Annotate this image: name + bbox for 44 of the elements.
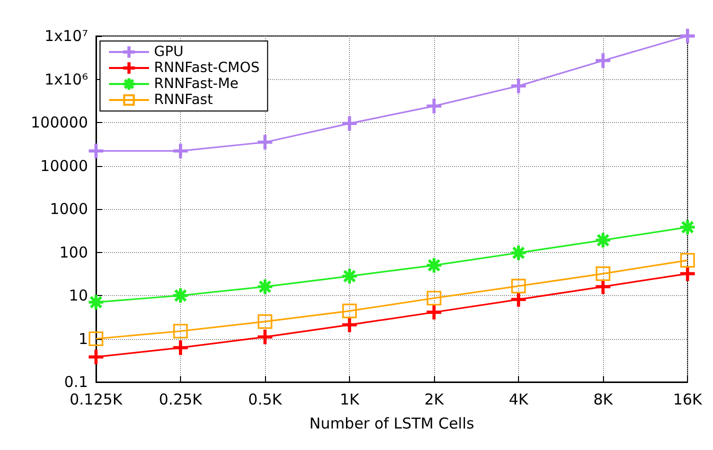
point bbox=[173, 340, 188, 356]
point bbox=[88, 144, 104, 158]
point bbox=[342, 318, 357, 332]
x-tick-label: 4K bbox=[508, 390, 530, 408]
y-tick-label: 10 bbox=[68, 286, 88, 304]
point bbox=[88, 331, 104, 346]
point bbox=[426, 98, 442, 114]
point bbox=[426, 290, 442, 306]
point bbox=[258, 134, 272, 150]
x-tick-label: 1K bbox=[340, 390, 360, 408]
x-tick-label: 0.25K bbox=[158, 390, 204, 408]
point bbox=[511, 278, 526, 294]
y-tick-label: 100 bbox=[59, 243, 88, 262]
point bbox=[173, 144, 188, 158]
x-tick-label: 0.125K bbox=[70, 390, 124, 408]
x-tick-label: 0.5K bbox=[248, 390, 284, 408]
point bbox=[426, 304, 442, 320]
x-tick-label: 2K bbox=[424, 390, 445, 408]
point bbox=[596, 53, 610, 68]
x-tick-label: 8K bbox=[593, 390, 614, 408]
point bbox=[596, 266, 610, 281]
y-tick-label: 1x10⁷ bbox=[44, 27, 88, 45]
y-tick-label: 100000 bbox=[30, 114, 88, 132]
y-tick-label: 0.1 bbox=[64, 373, 88, 391]
x-axis-title: Number of LSTM Cells bbox=[309, 414, 474, 432]
y-tick-label: 1 bbox=[78, 330, 88, 348]
y-tick-label: 1x10⁶ bbox=[44, 70, 88, 88]
point bbox=[680, 28, 695, 44]
point bbox=[173, 324, 188, 338]
y-tick-label: 1000 bbox=[50, 200, 88, 218]
point bbox=[680, 253, 695, 268]
point bbox=[342, 304, 357, 318]
point bbox=[88, 350, 104, 364]
point bbox=[258, 314, 272, 329]
x-tick-label: 16K bbox=[673, 390, 704, 408]
legend-label: RNNFast-Me bbox=[154, 76, 239, 92]
point bbox=[342, 116, 357, 131]
y-tick-label: 10000 bbox=[40, 156, 88, 175]
legend-label: GPU bbox=[154, 44, 184, 60]
point bbox=[596, 279, 610, 294]
point bbox=[258, 330, 272, 344]
point bbox=[511, 78, 526, 94]
legend-label: RNNFast bbox=[154, 92, 214, 108]
legend-label: RNNFast-CMOS bbox=[154, 60, 260, 76]
